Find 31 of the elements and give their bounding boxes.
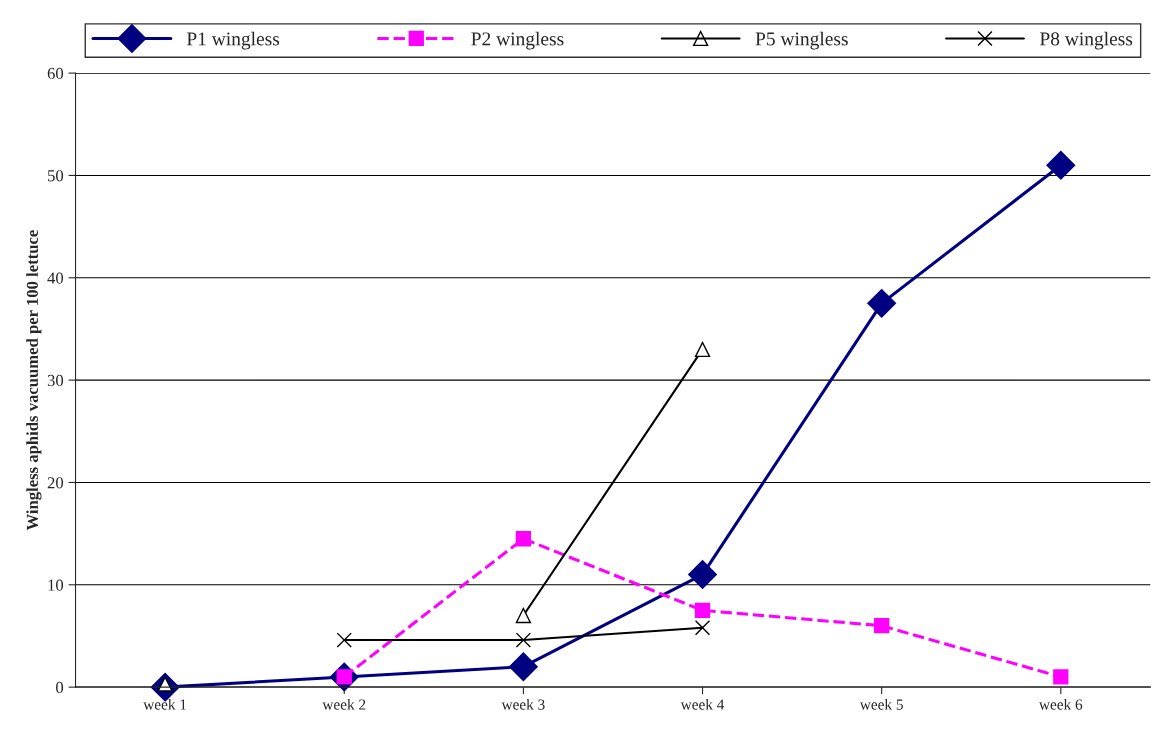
- x-tick-label: week 1: [143, 698, 187, 710]
- point: [515, 632, 532, 648]
- point: [694, 602, 711, 619]
- point: [688, 560, 717, 590]
- y-axis-title: Wingless aphids vacuumed per 100 lettuce: [26, 230, 42, 531]
- y-tick-label: 30: [47, 374, 64, 387]
- point: [694, 341, 711, 358]
- point: [336, 632, 352, 648]
- point: [1046, 150, 1076, 180]
- point: [1053, 669, 1069, 685]
- y-tick-label: 60: [47, 67, 64, 80]
- point: [874, 618, 890, 634]
- legend-label: P5 wingless: [755, 31, 848, 50]
- y-tick-label: 20: [47, 477, 64, 489]
- point: [508, 652, 538, 682]
- y-tick-label: 40: [47, 272, 64, 284]
- x-tick-label: week 6: [1038, 698, 1083, 710]
- x-tick-label: week 5: [859, 698, 903, 710]
- legend-label: P8 wingless: [1039, 31, 1133, 50]
- y-tick-label: 0: [56, 681, 64, 694]
- point: [515, 531, 532, 547]
- point: [694, 620, 711, 636]
- point: [515, 607, 532, 624]
- y-tick-label: 10: [48, 579, 64, 591]
- y-tick-label: 50: [48, 170, 64, 182]
- x-tick-label: week 3: [501, 698, 545, 710]
- x-tick-label: week 2: [322, 698, 366, 710]
- x-tick-label: week 4: [680, 698, 725, 710]
- legend-label: P1 wingless: [186, 31, 280, 50]
- point: [867, 288, 897, 318]
- legend-label: P2 wingless: [471, 31, 564, 50]
